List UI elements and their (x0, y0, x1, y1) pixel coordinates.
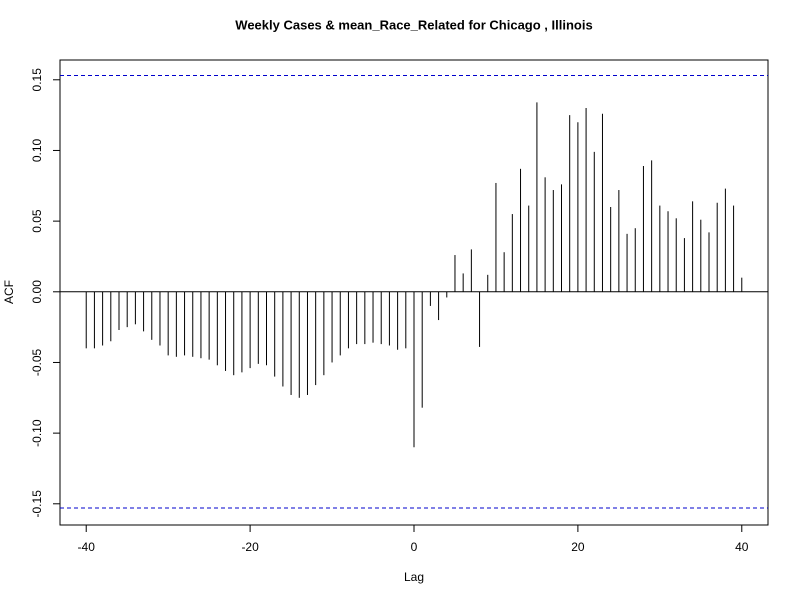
y-tick-label: -0.05 (30, 348, 44, 376)
y-axis-label: ACF (2, 280, 16, 304)
x-tick-label: 40 (735, 540, 749, 554)
y-tick-label: -0.10 (30, 419, 44, 447)
x-tick-label: -40 (78, 540, 96, 554)
y-tick-label: 0.15 (30, 68, 44, 92)
y-tick-label: 0.05 (30, 209, 44, 233)
y-tick-label: 0.00 (30, 280, 44, 304)
y-tick-label: -0.15 (30, 490, 44, 518)
x-tick-label: 20 (571, 540, 585, 554)
chart-title: Weekly Cases & mean_Race_Related for Chi… (235, 17, 592, 32)
x-tick-label: 0 (411, 540, 418, 554)
x-tick-label: -20 (241, 540, 259, 554)
y-tick-label: 0.10 (30, 138, 44, 162)
x-axis-label: Lag (404, 570, 424, 584)
